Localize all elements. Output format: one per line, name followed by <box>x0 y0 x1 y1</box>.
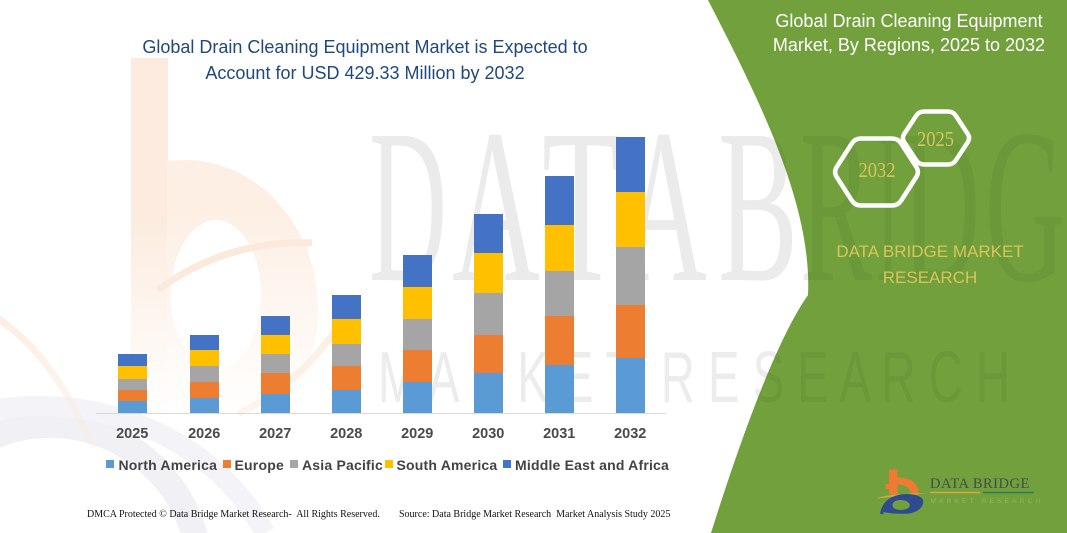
svg-text:D: D <box>902 84 980 328</box>
svg-text:2025: 2025 <box>917 127 954 151</box>
svg-text:2032: 2032 <box>859 158 896 182</box>
svg-text:G: G <box>985 84 1065 328</box>
svg-text:MARKET RESEARCH: MARKET RESEARCH <box>931 498 1044 505</box>
svg-text:DATA BRIDGE: DATA BRIDGE <box>930 476 1030 492</box>
